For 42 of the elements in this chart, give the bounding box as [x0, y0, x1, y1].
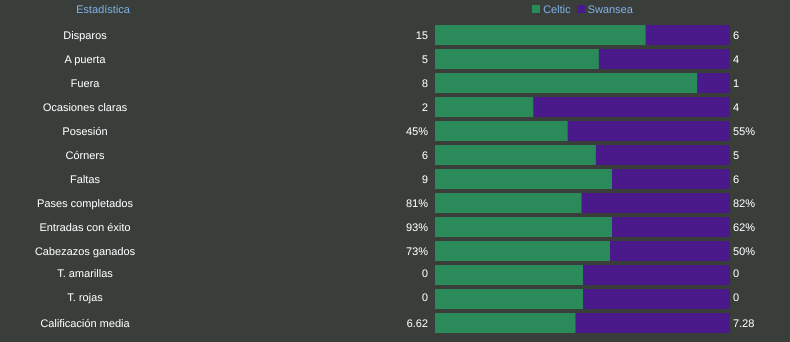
y-tick-label: Disparos [63, 30, 108, 42]
y-tick-label: Cabezazos ganados [34, 246, 136, 258]
data-label: 73% [406, 246, 428, 258]
y-tick-label: Posesión [62, 126, 108, 138]
data-label: 81% [406, 198, 428, 210]
data-label: 82% [733, 198, 756, 210]
text: 0 [422, 268, 428, 280]
y-tick-label: A puerta [64, 54, 106, 66]
data-label: 93% [406, 222, 428, 234]
data-label: 62% [733, 222, 756, 234]
y-tick-label: Faltas [70, 174, 100, 186]
data-label: 7.28 [733, 318, 754, 330]
y-tick-label: Córners [65, 150, 106, 162]
y-axis-title: Estadística [75, 4, 131, 16]
y-tick-label: Fuera [70, 78, 100, 90]
data-label: 5 [422, 54, 428, 66]
data-label: 55% [733, 126, 756, 138]
text: T. rojas [66, 292, 104, 304]
data-label: 6 [422, 150, 428, 162]
text: 0 [422, 292, 428, 304]
data-label: 1 [733, 78, 740, 90]
text: 0 [733, 268, 740, 280]
text: 0 [733, 292, 740, 304]
y-tick-label: Pases completados [37, 198, 134, 210]
data-label: 15 [416, 30, 428, 42]
data-label: 2 [422, 102, 428, 114]
y-tick-label: Ocasiones claras [42, 102, 128, 114]
data-label: 6.62 [406, 318, 428, 330]
data-label: 45% [406, 126, 428, 138]
data-label: 6 [733, 174, 740, 186]
data-label: 4 [733, 102, 740, 114]
data-label: 8 [422, 78, 428, 90]
y-tick-label: Entradas con éxito [39, 222, 131, 234]
legend-label: Celtic [542, 4, 571, 16]
y-tick-label: Calificación media [40, 318, 131, 330]
data-label: 5 [733, 150, 740, 162]
data-label: 4 [733, 54, 740, 66]
data-label: 6 [733, 30, 740, 42]
text: T. amarillas [56, 268, 114, 280]
legend-label: Swansea [586, 4, 633, 16]
data-label: 50% [733, 246, 756, 258]
data-label: 9 [422, 174, 428, 186]
